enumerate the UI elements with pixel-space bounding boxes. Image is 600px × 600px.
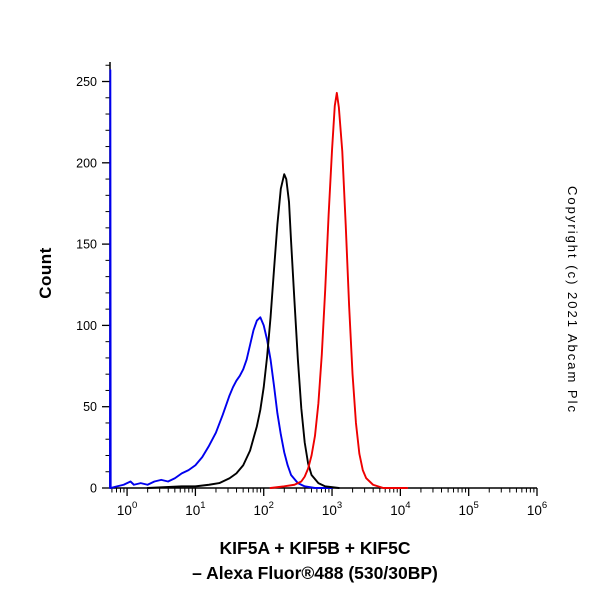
y-tick-label: 150 [76, 238, 97, 252]
x-tick-label: 103 [322, 500, 342, 518]
chart-title: KIF5A + KIF5B + KIF5C – Alexa Fluor®488 … [70, 536, 560, 586]
x-tick-label: 106 [527, 500, 547, 518]
blue-control-histogram-curve [109, 69, 333, 489]
y-axis-ticks: 0 50 100 150 200 250 [76, 64, 110, 496]
x-tick-label: 104 [390, 500, 410, 518]
y-tick-label: 250 [76, 75, 97, 89]
y-tick-label: 50 [83, 400, 97, 414]
y-tick-label: 100 [76, 319, 97, 333]
chart-title-line1: KIF5A + KIF5B + KIF5C [219, 538, 411, 558]
y-tick-label: 200 [76, 156, 97, 170]
histogram-curves [109, 69, 409, 489]
black-control-histogram-curve [146, 173, 340, 489]
x-tick-label: 101 [185, 500, 205, 518]
red-kif5-histogram-curve [269, 91, 409, 489]
x-tick-label: 105 [459, 500, 479, 518]
x-axis-ticks: 100 101 102 103 104 105 106 [111, 488, 547, 518]
y-axis-label: Count [36, 247, 55, 299]
chart-title-line2: – Alexa Fluor®488 (530/30BP) [192, 563, 438, 583]
x-tick-label: 102 [254, 500, 274, 518]
y-tick-label: 0 [90, 482, 97, 496]
x-tick-label: 100 [117, 500, 137, 518]
axes [109, 62, 537, 489]
copyright-text: Copyright (c) 2021 Abcam Plc [565, 186, 580, 414]
